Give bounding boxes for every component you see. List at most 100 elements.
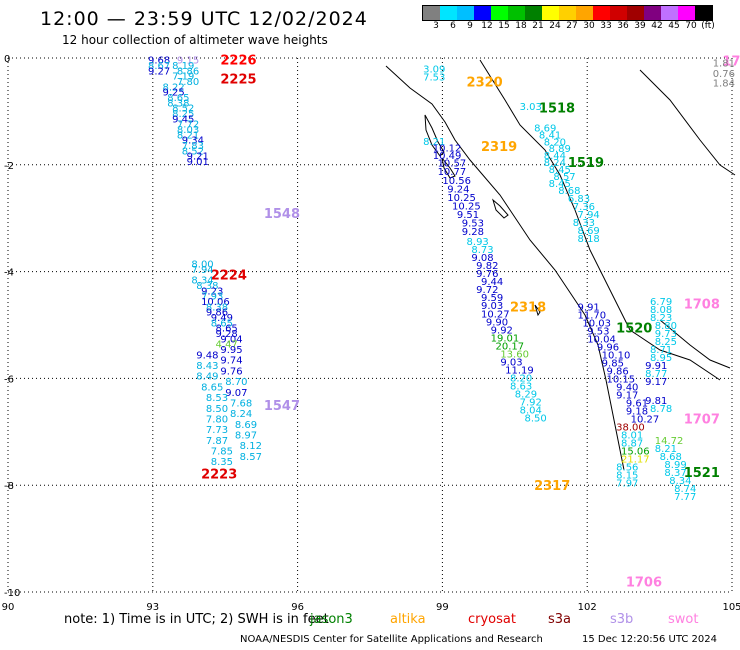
wave-height-value: 8.34 xyxy=(669,476,691,487)
legend-item-altika: altika xyxy=(390,612,426,627)
wave-height-value: 9.96 xyxy=(597,342,619,353)
wave-height-value: 9.27 xyxy=(148,66,170,77)
track-label: 2225 xyxy=(220,72,256,87)
wave-height-value: 7.92 xyxy=(520,397,542,408)
wave-height-value: 9.95 xyxy=(220,345,242,356)
lon-tick-label: 93 xyxy=(146,602,159,613)
wave-height-value: 9.21 xyxy=(187,152,209,163)
color-swatch xyxy=(593,6,610,20)
lat-tick-label: 0 xyxy=(4,54,10,65)
wave-height-value: 8.50 xyxy=(206,404,228,415)
mentawai-island xyxy=(492,198,509,219)
wave-height-value: 8.08 xyxy=(650,305,672,316)
wave-height-value: 9.86 xyxy=(607,366,629,377)
wave-height-value: 9.74 xyxy=(220,356,242,367)
wave-height-value: 8.33 xyxy=(573,218,595,229)
wave-height-value: 8.73 xyxy=(471,245,493,256)
color-swatch xyxy=(525,6,542,20)
wave-height-value: 21.17 xyxy=(621,455,650,466)
track-label: 1708 xyxy=(684,298,720,313)
wave-height-value: 9.53 xyxy=(462,218,484,229)
wave-height-value: 15.06 xyxy=(621,446,650,457)
color-scale-label: 27 xyxy=(566,21,578,31)
wave-height-value: 7.80 xyxy=(177,77,199,88)
wave-height-value: 8.78 xyxy=(650,404,672,415)
wave-height-value: 14.72 xyxy=(655,436,684,447)
wave-height-value: 3.03 xyxy=(520,102,542,113)
color-swatch xyxy=(627,6,644,20)
wave-height-value: 9.76 xyxy=(220,366,242,377)
siberut-island xyxy=(424,114,445,157)
track-label: 2224 xyxy=(211,268,247,283)
wave-height-value: 8.19 xyxy=(172,61,194,72)
wave-height-value: 7.77 xyxy=(674,492,696,503)
wave-height-value: 9.25 xyxy=(162,88,184,99)
map-grid: 90 93 96 99 102 105 0 -2 -4 -6 -8 -10 xyxy=(2,54,740,613)
wave-height-value: 9.03 xyxy=(500,357,522,368)
wave-height-value: 8.25 xyxy=(172,109,194,120)
wave-height-value: 10.57 xyxy=(438,159,467,170)
wave-height-value: 9.17 xyxy=(616,390,638,401)
wave-height-value: 7.68 xyxy=(230,398,252,409)
lat-tick-label: -10 xyxy=(4,588,20,599)
enggano-island xyxy=(534,304,541,317)
wave-height-value: 8.74 xyxy=(674,484,696,495)
wave-height-value: 7.83 xyxy=(182,141,204,152)
wave-height-value: 9.81 xyxy=(645,396,667,407)
wave-height-value: 8.45 xyxy=(549,179,571,190)
wave-height-value: 9.44 xyxy=(481,277,503,288)
wave-height-value: 9.82 xyxy=(476,261,498,272)
wave-height-value: 8.43 xyxy=(196,361,218,372)
wave-height-value: 8.65 xyxy=(216,324,238,335)
wave-height-value: 8.38 xyxy=(196,281,218,292)
color-swatch xyxy=(491,6,508,20)
wave-height-value: 9.24 xyxy=(447,184,469,195)
color-swatch xyxy=(423,6,440,20)
wave-height-value: 9.04 xyxy=(220,334,242,345)
lat-tick-label: -2 xyxy=(4,161,14,172)
wave-height-value: 20.17 xyxy=(495,341,524,352)
wave-height-value: 8.68 xyxy=(558,186,580,197)
wave-height-value: 8.18 xyxy=(578,234,600,245)
wave-height-value: 8.21 xyxy=(423,137,445,148)
wave-height-value: 10.25 xyxy=(452,201,481,212)
wave-height-value: 9.48 xyxy=(196,350,218,361)
wave-height-value: 8.21 xyxy=(655,444,677,455)
wave-height-value: 8.95 xyxy=(650,353,672,364)
page-title: 12:00 — 23:59 UTC 12/02/2024 xyxy=(40,8,368,30)
wave-height-value: 9.23 xyxy=(201,286,223,297)
wave-height-value: 9.76 xyxy=(476,269,498,280)
wave-height-value: 9.07 xyxy=(225,388,247,399)
color-scale-label: 18 xyxy=(515,21,527,31)
lon-tick-label: 105 xyxy=(722,602,740,613)
wave-height-value: 9.85 xyxy=(602,358,624,369)
wave-height-value: 8.93 xyxy=(467,237,489,248)
color-swatch xyxy=(610,6,627,20)
lat-tick-label: -8 xyxy=(4,481,14,492)
legend-item-cryosat: cryosat xyxy=(468,612,516,627)
wave-height-value: 9.03 xyxy=(481,301,503,312)
legend-item-jason3: jason3 xyxy=(310,612,353,627)
wave-height-value: 8.12 xyxy=(240,441,262,452)
track-label: 2223 xyxy=(201,467,237,482)
wave-height-value: 8.99 xyxy=(664,460,686,471)
track-label: 2319 xyxy=(481,140,517,155)
wave-height-value: 8.24 xyxy=(544,158,566,169)
wave-height-value: 8.70 xyxy=(225,377,247,388)
track-label: 1519 xyxy=(568,156,604,171)
color-scale-label: 36 xyxy=(617,21,629,31)
wave-height-value: 8.37 xyxy=(664,468,686,479)
wave-height-value: 7.97 xyxy=(616,479,638,490)
wave-height-value: 10.56 xyxy=(442,176,471,187)
lat-tick-label: -6 xyxy=(4,374,14,385)
track-label: 1707 xyxy=(684,412,720,427)
wave-height-value: 8.01 xyxy=(621,430,643,441)
wave-height-value: 9.49 xyxy=(211,313,233,324)
wave-height-value: 8.69 xyxy=(534,123,556,134)
color-swatch xyxy=(644,6,661,20)
wave-height-value: 9.17 xyxy=(645,377,667,388)
wave-height-value: 1.84 xyxy=(713,79,735,90)
wave-height-value: 8.29 xyxy=(515,389,537,400)
color-scale-label: 39 xyxy=(634,21,646,31)
